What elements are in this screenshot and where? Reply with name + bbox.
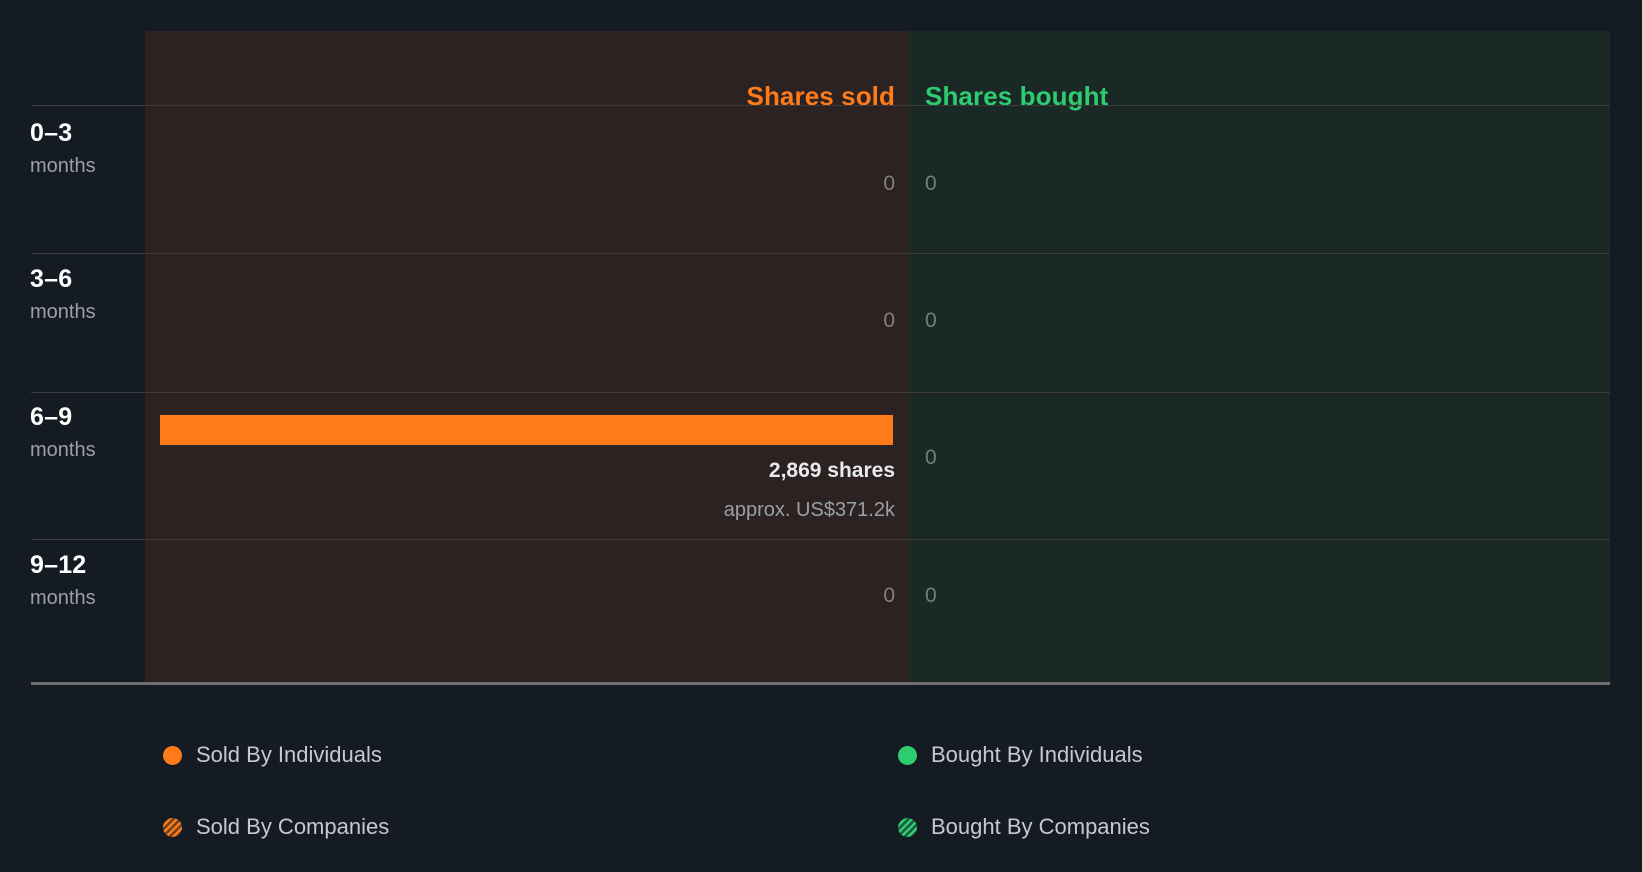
category-label-row-3: 9–12 months xyxy=(30,552,140,609)
shares-sold-header: Shares sold xyxy=(746,81,895,111)
shares-bought-header: Shares bought xyxy=(925,81,1109,111)
bought-value-row-3: 0 xyxy=(925,584,937,607)
category-unit: months xyxy=(30,439,96,462)
bought-individuals-swatch-icon xyxy=(898,745,917,765)
category-unit: months xyxy=(30,301,96,324)
bought-value-row-0: 0 xyxy=(925,172,937,195)
sold-value-row-1: 0 xyxy=(883,309,895,332)
gridline xyxy=(31,392,1610,393)
legend-label: Sold By Companies xyxy=(196,814,390,839)
sold-individuals-swatch-icon xyxy=(163,745,182,765)
category-range: 0–3 xyxy=(30,119,73,147)
legend-item-bought-by-companies[interactable]: Bought By Companies xyxy=(898,814,1150,840)
legend-item-sold-by-individuals[interactable]: Sold By Individuals xyxy=(163,742,382,768)
gridline xyxy=(31,539,1610,540)
bought-value-row-1: 0 xyxy=(925,309,937,332)
sold-value-row-0: 0 xyxy=(883,172,895,195)
legend-item-sold-by-companies[interactable]: Sold By Companies xyxy=(163,814,389,840)
category-label-row-0: 0–3 months xyxy=(30,120,140,177)
category-range: 3–6 xyxy=(30,265,73,293)
legend-label: Sold By Individuals xyxy=(196,742,382,767)
legend-item-bought-by-individuals[interactable]: Bought By Individuals xyxy=(898,742,1143,768)
sold-approx-value-row-2: approx. US$371.2k xyxy=(723,499,895,521)
category-label-row-2: 6–9 months xyxy=(30,404,140,461)
legend-label: Bought By Individuals xyxy=(931,742,1143,767)
sold-bar-row-2[interactable] xyxy=(160,415,893,445)
sold-companies-swatch-icon xyxy=(163,817,182,837)
plot-panel xyxy=(145,31,1610,684)
column-header-row: Shares sold Shares bought xyxy=(0,31,1642,111)
category-unit: months xyxy=(30,155,96,178)
axis-baseline xyxy=(31,682,1610,685)
bought-companies-swatch-icon xyxy=(898,817,917,837)
category-range: 9–12 xyxy=(30,551,87,579)
bought-value-row-2: 0 xyxy=(925,446,937,469)
category-range: 6–9 xyxy=(30,403,73,431)
gridline xyxy=(31,105,1610,106)
shares-sold-column-background xyxy=(145,31,910,684)
category-label-row-1: 3–6 months xyxy=(30,266,140,323)
sold-value-row-3: 0 xyxy=(883,584,895,607)
legend-label: Bought By Companies xyxy=(931,814,1150,839)
category-unit: months xyxy=(30,587,96,610)
shares-bought-column-background xyxy=(910,31,1610,684)
sold-value-row-2: 2,869 shares xyxy=(768,459,895,482)
gridline xyxy=(31,253,1610,254)
